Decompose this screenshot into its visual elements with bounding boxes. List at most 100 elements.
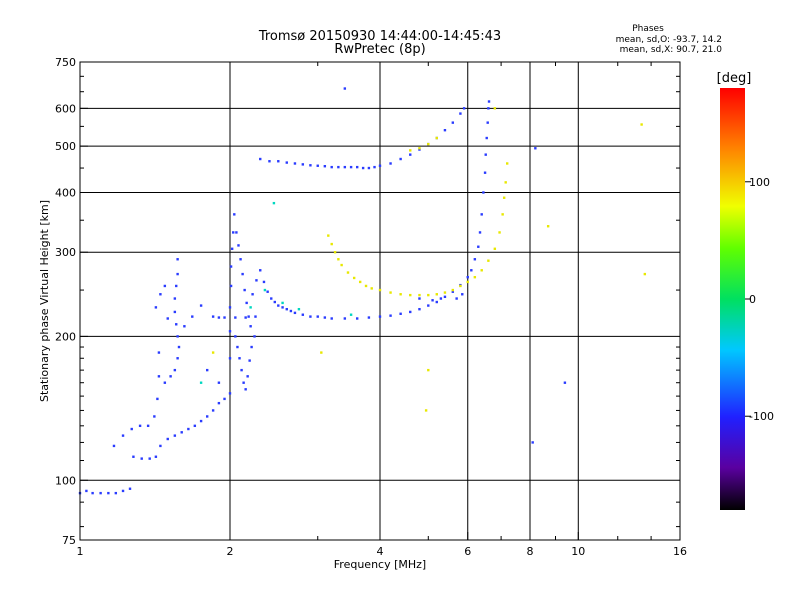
- data-point-O: [148, 457, 151, 460]
- data-point-O: [191, 315, 194, 318]
- y-tick-label: 400: [55, 186, 76, 199]
- data-point-O: [132, 455, 135, 458]
- y-tick-label: 750: [55, 56, 76, 69]
- x-tick-label: 2: [227, 545, 234, 558]
- data-point-O: [205, 368, 209, 372]
- data-point-O: [173, 368, 177, 372]
- data-point-O: [173, 310, 177, 314]
- y-tick-label: 100: [55, 474, 76, 487]
- data-point-O: [483, 171, 487, 174]
- data-point-O: [187, 427, 190, 431]
- data-point-O: [176, 272, 179, 276]
- data-point-O: [337, 165, 340, 169]
- data-point-O: [228, 306, 232, 309]
- data-point-O: [466, 275, 469, 279]
- data-point-X: [352, 276, 356, 280]
- x-ticks-layer: 1 2 4 6 8 10 16: [77, 62, 687, 558]
- data-point-X: [364, 284, 368, 288]
- data-point-O: [309, 315, 312, 318]
- data-point-other: [249, 306, 252, 309]
- data-point-O: [486, 121, 489, 124]
- data-point-O: [531, 441, 534, 444]
- data-point-other: [263, 288, 267, 292]
- colorbar-tick-label: 100: [749, 176, 770, 189]
- data-point-X: [424, 409, 428, 412]
- data-point-X: [340, 263, 343, 267]
- data-point-X: [504, 181, 507, 184]
- data-point-O: [455, 297, 458, 300]
- data-point-X: [501, 213, 504, 216]
- data-point-X: [443, 291, 447, 294]
- data-point-O: [399, 157, 402, 161]
- data-point-O: [223, 397, 226, 401]
- data-point-O: [121, 489, 125, 493]
- data-point-O: [301, 313, 305, 316]
- data-point-X: [487, 259, 490, 262]
- data-point-X: [546, 225, 550, 228]
- data-point-O: [470, 269, 473, 272]
- data-point-O: [253, 335, 256, 338]
- data-point-O: [323, 316, 327, 319]
- data-point-O: [480, 213, 483, 216]
- data-point-O: [193, 424, 197, 428]
- colorbar-ticks-layer: 100 0 -100: [745, 176, 774, 423]
- data-point-O: [177, 345, 181, 349]
- data-point-O: [262, 280, 266, 284]
- data-point-X: [327, 234, 330, 237]
- data-point-O: [107, 491, 110, 495]
- data-point-O: [235, 231, 238, 234]
- data-point-O: [85, 489, 88, 493]
- x-tick-label: 4: [377, 545, 384, 558]
- data-point-O: [443, 295, 447, 299]
- data-point-O: [239, 258, 242, 261]
- data-point-O: [245, 301, 248, 305]
- data-point-O: [128, 487, 132, 490]
- data-point-O: [234, 335, 237, 338]
- data-point-X: [333, 251, 337, 254]
- data-point-O: [175, 323, 178, 326]
- data-point-X: [459, 284, 462, 288]
- data-point-O: [378, 164, 382, 167]
- data-point-X: [358, 280, 362, 284]
- stats-line-x: mean, sd,X: 90.7, 21.0: [620, 45, 723, 55]
- data-point-O: [485, 136, 488, 140]
- data-point-other: [349, 313, 353, 316]
- data-point-O: [205, 415, 209, 418]
- data-point-O: [241, 272, 244, 276]
- data-point-X: [370, 287, 373, 290]
- data-point-O: [251, 293, 254, 296]
- data-point-O: [223, 316, 226, 319]
- chart-subtitle: RwPretec (8p): [334, 42, 425, 57]
- data-point-O: [159, 444, 162, 448]
- data-point-O: [240, 368, 243, 372]
- data-point-O: [175, 284, 178, 288]
- data-point-X: [409, 149, 412, 152]
- data-point-O: [130, 427, 133, 431]
- data-point-O: [163, 381, 167, 384]
- stats-heading: Phases: [632, 24, 664, 34]
- data-point-X: [418, 293, 421, 297]
- data-point-O: [482, 191, 485, 194]
- data-point-O: [343, 317, 347, 320]
- data-point-O: [431, 299, 434, 302]
- data-point-O: [439, 297, 443, 300]
- data-point-X: [435, 293, 438, 296]
- data-point-O: [229, 265, 233, 268]
- data-point-O: [249, 325, 252, 328]
- data-point-O: [443, 128, 447, 132]
- data-point-O: [180, 431, 183, 434]
- data-point-O: [228, 392, 232, 395]
- data-point-O: [166, 317, 169, 320]
- data-point-O: [462, 107, 466, 110]
- data-point-O: [229, 284, 233, 288]
- data-point-X: [427, 368, 430, 372]
- data-point-O: [176, 357, 179, 360]
- y-tick-label: 500: [55, 140, 76, 153]
- data-point-X: [337, 258, 340, 261]
- data-point-O: [140, 457, 143, 460]
- data-point-O: [316, 164, 319, 167]
- grid-layer: [80, 62, 680, 540]
- x-axis-label: Frequency [MHz]: [334, 558, 426, 571]
- x-tick-label: 10: [571, 545, 585, 558]
- data-point-O: [159, 293, 162, 296]
